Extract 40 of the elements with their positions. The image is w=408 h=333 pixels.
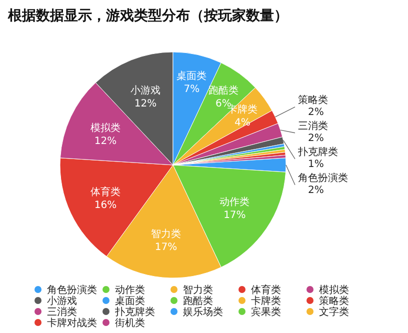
legend-label: 文字类 bbox=[319, 306, 349, 318]
slice-label: 动作类 bbox=[220, 196, 250, 208]
legend-label: 体育类 bbox=[251, 284, 281, 296]
legend-label: 娱乐场类 bbox=[183, 306, 223, 318]
slice-label: 模拟类 bbox=[90, 122, 121, 134]
slice-label: 智力类 bbox=[150, 228, 181, 240]
legend-label: 街机类 bbox=[115, 317, 145, 329]
slice-label: 角色扮演类 bbox=[298, 172, 348, 184]
slice-label: 扑克牌类 bbox=[297, 146, 338, 158]
slice-label: 跑酷类 bbox=[208, 84, 238, 97]
data-label: 17% bbox=[224, 210, 246, 221]
data-label: 1% bbox=[308, 158, 324, 170]
legend-label: 扑克牌类 bbox=[114, 306, 155, 318]
legend-label: 动作类 bbox=[115, 284, 145, 296]
legend-label: 卡牌对战类 bbox=[47, 317, 97, 329]
chart-title: 根据数据显示，游戏类型分布（按玩家数量） bbox=[7, 7, 288, 24]
slice-label: 策略类 bbox=[298, 94, 328, 106]
slice-label: 三消类 bbox=[298, 120, 328, 132]
legend-label: 跑酷类 bbox=[183, 295, 213, 307]
legend-label: 小游戏 bbox=[47, 295, 77, 307]
legend-label: 模拟类 bbox=[319, 284, 349, 296]
slice-label: 体育类 bbox=[90, 186, 121, 198]
legend-label: 智力类 bbox=[183, 284, 213, 296]
legend-label: 桌面类 bbox=[115, 295, 145, 307]
legend-label: 角色扮演类 bbox=[47, 284, 97, 296]
data-label: 17% bbox=[154, 242, 178, 254]
legend-label: 三消类 bbox=[47, 306, 77, 318]
data-label: 12% bbox=[94, 136, 117, 148]
data-label: 2% bbox=[308, 106, 324, 118]
data-label: 16% bbox=[94, 200, 117, 211]
data-label: 2% bbox=[308, 184, 324, 196]
data-label: 12% bbox=[134, 98, 157, 110]
legend-label: 策略类 bbox=[319, 295, 349, 307]
slice-label: 桌面类 bbox=[176, 70, 207, 82]
data-label: 2% bbox=[308, 132, 324, 144]
legend-label: 宾果类 bbox=[251, 306, 281, 318]
slice-label: 小游戏 bbox=[130, 84, 161, 97]
data-label: 4% bbox=[234, 118, 250, 129]
data-label: 7% bbox=[184, 84, 200, 96]
legend-label: 卡牌类 bbox=[251, 295, 281, 307]
